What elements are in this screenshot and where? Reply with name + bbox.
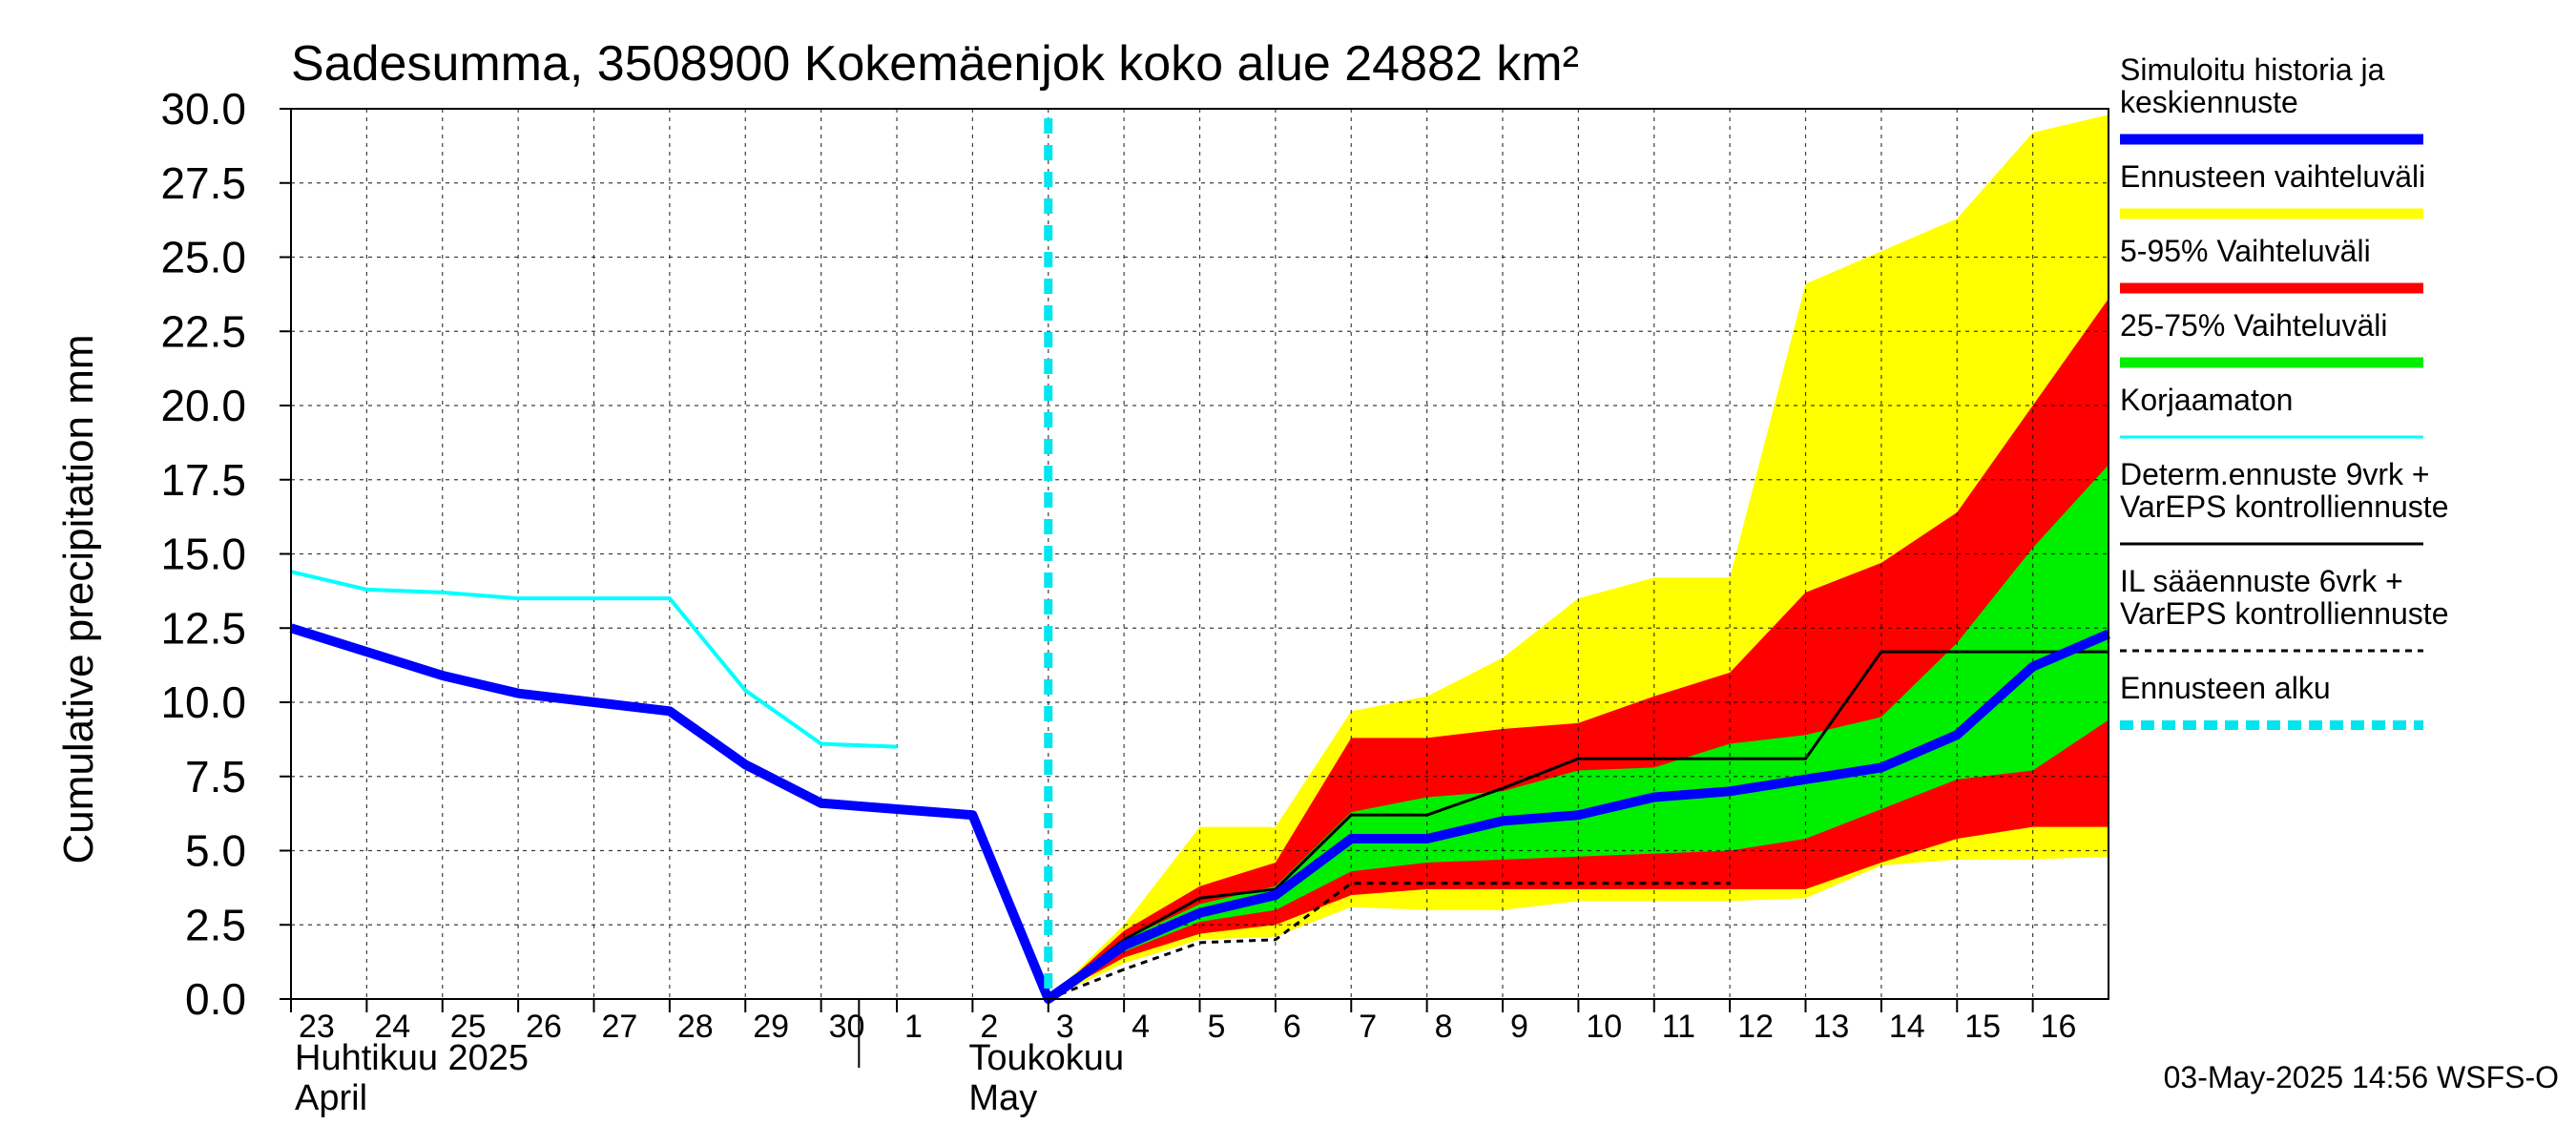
y-tick-label: 22.5 (160, 306, 246, 356)
legend-label: Ennusteen vaihteluväli (2120, 159, 2425, 194)
legend-entry-3: 5-95% Vaihteluväli (2120, 234, 2423, 294)
x-tick-label: 23 (299, 1009, 335, 1045)
month-label-may-en: May (968, 1078, 1037, 1118)
y-tick-label: 30.0 (160, 84, 246, 134)
y-tick-label: 10.0 (160, 677, 246, 727)
legend-entry-8: Ennusteen alku (2120, 671, 2423, 730)
timestamp: 03-May-2025 14:56 WSFS-O (2164, 1060, 2559, 1094)
y-tick-label: 27.5 (160, 158, 246, 208)
x-tick-label: 3 (1056, 1009, 1074, 1045)
x-tick-label: 7 (1359, 1009, 1377, 1045)
y-tick-label: 15.0 (160, 530, 246, 579)
x-tick-label: 29 (753, 1009, 789, 1045)
y-tick-label: 7.5 (185, 752, 246, 802)
y-tick-label: 12.5 (160, 603, 246, 653)
legend-entry-6: Determ.ennuste 9vrk +VarEPS kontrollienn… (2120, 457, 2448, 546)
legend-label: VarEPS kontrolliennuste (2120, 596, 2448, 631)
x-tick-label: 16 (2041, 1009, 2077, 1045)
series-korjaamaton (290, 570, 898, 749)
chart-title: Sadesumma, 3508900 Kokemäenjok koko alue… (291, 36, 1579, 92)
y-tick-label: 17.5 (160, 455, 246, 505)
legend-label: Korjaamaton (2120, 383, 2293, 417)
x-tick-label: 6 (1283, 1009, 1301, 1045)
legend-label: 5-95% Vaihteluväli (2120, 234, 2371, 268)
x-tick-label: 24 (374, 1009, 410, 1045)
y-tick-label: 2.5 (185, 900, 246, 949)
x-tick-label: 15 (1964, 1009, 2001, 1045)
x-tick-label: 10 (1586, 1009, 1622, 1045)
legend-entry-5: Korjaamaton (2120, 383, 2423, 439)
x-tick-label: 1 (904, 1009, 923, 1045)
legend-label: Simuloitu historia ja (2120, 52, 2385, 87)
x-tick-label: 11 (1662, 1009, 1695, 1045)
legend-entry-7: IL sääennuste 6vrk + VarEPS kontrollienn… (2120, 564, 2448, 653)
legend-entry-4: 25-75% Vaihteluväli (2120, 308, 2423, 368)
x-tick-label: 25 (450, 1009, 487, 1045)
series-il-s-ennuste-6vrk-vareps-kontrolliennuste (1048, 882, 1731, 1001)
x-tick-label: 9 (1510, 1009, 1528, 1045)
legend-label: Ennusteen alku (2120, 671, 2331, 705)
legend-label: 25-75% Vaihteluväli (2120, 308, 2387, 343)
legend-entry-2: Ennusteen vaihteluväli (2120, 159, 2425, 219)
legend-label: VarEPS kontrolliennuste (2120, 489, 2448, 524)
x-tick-label: 27 (602, 1009, 638, 1045)
y-tick-label: 5.0 (185, 826, 246, 876)
legend-label: Determ.ennuste 9vrk + (2120, 457, 2430, 491)
series-determ-ennuste-9vrk-vareps-kontrolliennuste (1047, 650, 2109, 1001)
legend-label: IL sääennuste 6vrk + (2120, 564, 2403, 598)
month-label-april-fi: Huhtikuu 2025 (295, 1038, 529, 1078)
x-tick-label: 2 (980, 1009, 998, 1045)
y-tick-label: 0.0 (185, 974, 246, 1024)
x-tick-label: 14 (1889, 1009, 1925, 1045)
series-simuloitu-historia-ja-keskiennuste (289, 623, 2110, 1004)
y-tick-label: 20.0 (160, 381, 246, 430)
y-axis-label: Cumulative precipitation mm (55, 334, 102, 864)
plot-area: 0.0 2.5 5.0 7.5 10.0 12.5 15.0 17.5 20.0 22.5 25.0… (160, 84, 2110, 1118)
x-tick-label: 8 (1435, 1009, 1453, 1045)
x-tick-label: 26 (526, 1009, 562, 1045)
x-tick-label: 12 (1737, 1009, 1774, 1045)
month-label-may-fi: Toukokuu (968, 1038, 1124, 1078)
x-tick-label: 13 (1814, 1009, 1850, 1045)
x-tick-label: 4 (1132, 1009, 1150, 1045)
x-tick-label: 5 (1208, 1009, 1226, 1045)
x-tick-label: 28 (677, 1009, 714, 1045)
y-tick-label: 25.0 (160, 233, 246, 282)
month-label-april-en: April (295, 1078, 367, 1118)
legend-label: keskiennuste (2120, 85, 2298, 119)
